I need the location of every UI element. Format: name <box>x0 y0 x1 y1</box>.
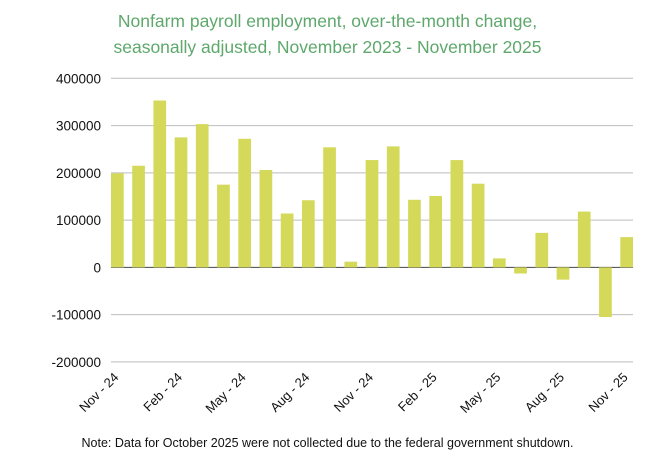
bar <box>301 200 315 268</box>
y-tick-label: 300000 <box>56 119 101 134</box>
bar <box>429 195 443 268</box>
bar <box>514 267 527 274</box>
bar <box>238 138 252 268</box>
y-tick-label: -100000 <box>51 308 101 323</box>
bar <box>153 100 167 268</box>
bar <box>323 147 336 268</box>
x-tick-label: Feb - 25 <box>395 370 440 415</box>
bar <box>259 169 273 268</box>
bar <box>280 213 294 268</box>
bar <box>599 267 612 317</box>
bar <box>111 173 124 268</box>
y-tick-label: 400000 <box>56 71 101 86</box>
bar <box>344 261 358 268</box>
x-tick-label: Nov - 24 <box>331 370 376 415</box>
y-tick-label: 0 <box>93 260 101 275</box>
bar <box>195 124 209 268</box>
x-tick-label: Nov - 24 <box>76 370 121 415</box>
bar <box>174 137 188 268</box>
y-tick-label: 200000 <box>56 166 101 181</box>
y-tick-label: 100000 <box>56 213 101 228</box>
bar <box>471 183 485 268</box>
x-tick-label: Aug - 25 <box>522 370 567 415</box>
bar <box>492 258 506 268</box>
bar <box>450 160 464 268</box>
bar <box>365 160 379 268</box>
x-tick-label: May - 25 <box>457 370 503 416</box>
bar <box>408 199 421 268</box>
chart-title: Nonfarm payroll employment, over-the-mon… <box>0 8 655 60</box>
x-tick-label: Aug - 24 <box>267 370 312 415</box>
chart-note: Note: Data for October 2025 were not col… <box>81 436 574 450</box>
x-tick-label: Feb - 24 <box>140 370 185 415</box>
y-tick-label: -200000 <box>51 355 101 370</box>
chart-title-line-1: Nonfarm payroll employment, over-the-mon… <box>117 11 538 31</box>
bar <box>217 184 230 268</box>
bar <box>535 232 549 268</box>
bar <box>620 237 633 268</box>
x-tick-label: Nov - 25 <box>585 370 630 415</box>
bar <box>132 165 145 268</box>
x-tick-label: May - 24 <box>202 370 248 416</box>
bar <box>577 211 591 268</box>
chart-title-line-2: seasonally adjusted, November 2023 - Nov… <box>113 37 542 57</box>
bar <box>386 146 400 268</box>
bar <box>556 267 570 280</box>
